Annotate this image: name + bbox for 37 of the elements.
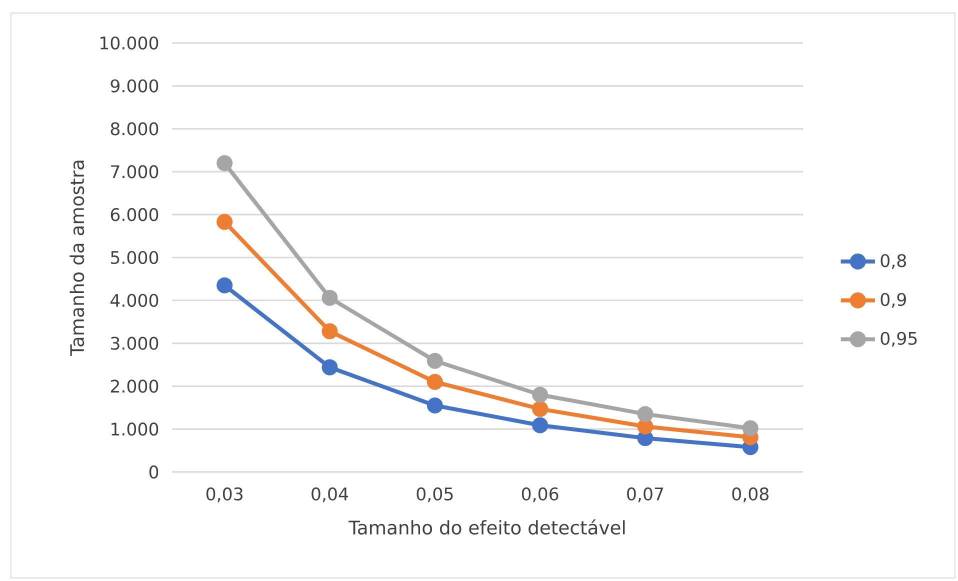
y-tick-label: 7.000 bbox=[111, 165, 158, 178]
point bbox=[637, 418, 654, 435]
legend-label: 0,8 bbox=[880, 254, 906, 269]
point bbox=[426, 352, 443, 369]
y-tick-label: 2.000 bbox=[110, 380, 158, 393]
point bbox=[322, 323, 338, 340]
point bbox=[532, 386, 548, 403]
point bbox=[637, 406, 654, 422]
x-tick-label: 0,04 bbox=[312, 487, 348, 502]
y-tick-label: 6.000 bbox=[110, 208, 158, 222]
point bbox=[216, 214, 233, 230]
x-tick-label: 0,07 bbox=[627, 487, 664, 502]
point bbox=[216, 155, 233, 172]
x-tick-label: 0,08 bbox=[732, 487, 769, 502]
y-tick-label: 4.000 bbox=[110, 294, 158, 307]
point bbox=[532, 400, 548, 417]
x-axis-title: Tamanho do efeito detectável bbox=[348, 519, 625, 535]
point bbox=[742, 420, 758, 436]
y-tick-label: 1.000 bbox=[112, 422, 158, 436]
y-tick-label: 9.000 bbox=[110, 79, 158, 92]
x-tick-label: 0,05 bbox=[416, 487, 453, 502]
y-tick-label: 8.000 bbox=[110, 122, 158, 136]
legend-label: 0,95 bbox=[880, 332, 917, 347]
point bbox=[532, 417, 548, 434]
y-tick-label: 0 bbox=[149, 465, 158, 479]
legend-label: 0,9 bbox=[880, 292, 906, 308]
point bbox=[426, 397, 443, 414]
y-tick-label: 5.000 bbox=[111, 250, 158, 264]
y-tick-label: 3.000 bbox=[110, 336, 158, 350]
point bbox=[216, 277, 233, 294]
x-tick-label: 0,03 bbox=[206, 487, 242, 502]
point bbox=[322, 359, 338, 376]
point bbox=[322, 290, 338, 306]
y-axis-title: Tamanho da amostra bbox=[70, 160, 84, 356]
y-tick-label: 10.000 bbox=[100, 36, 158, 50]
point bbox=[426, 374, 443, 390]
x-tick-label: 0,06 bbox=[522, 487, 558, 502]
